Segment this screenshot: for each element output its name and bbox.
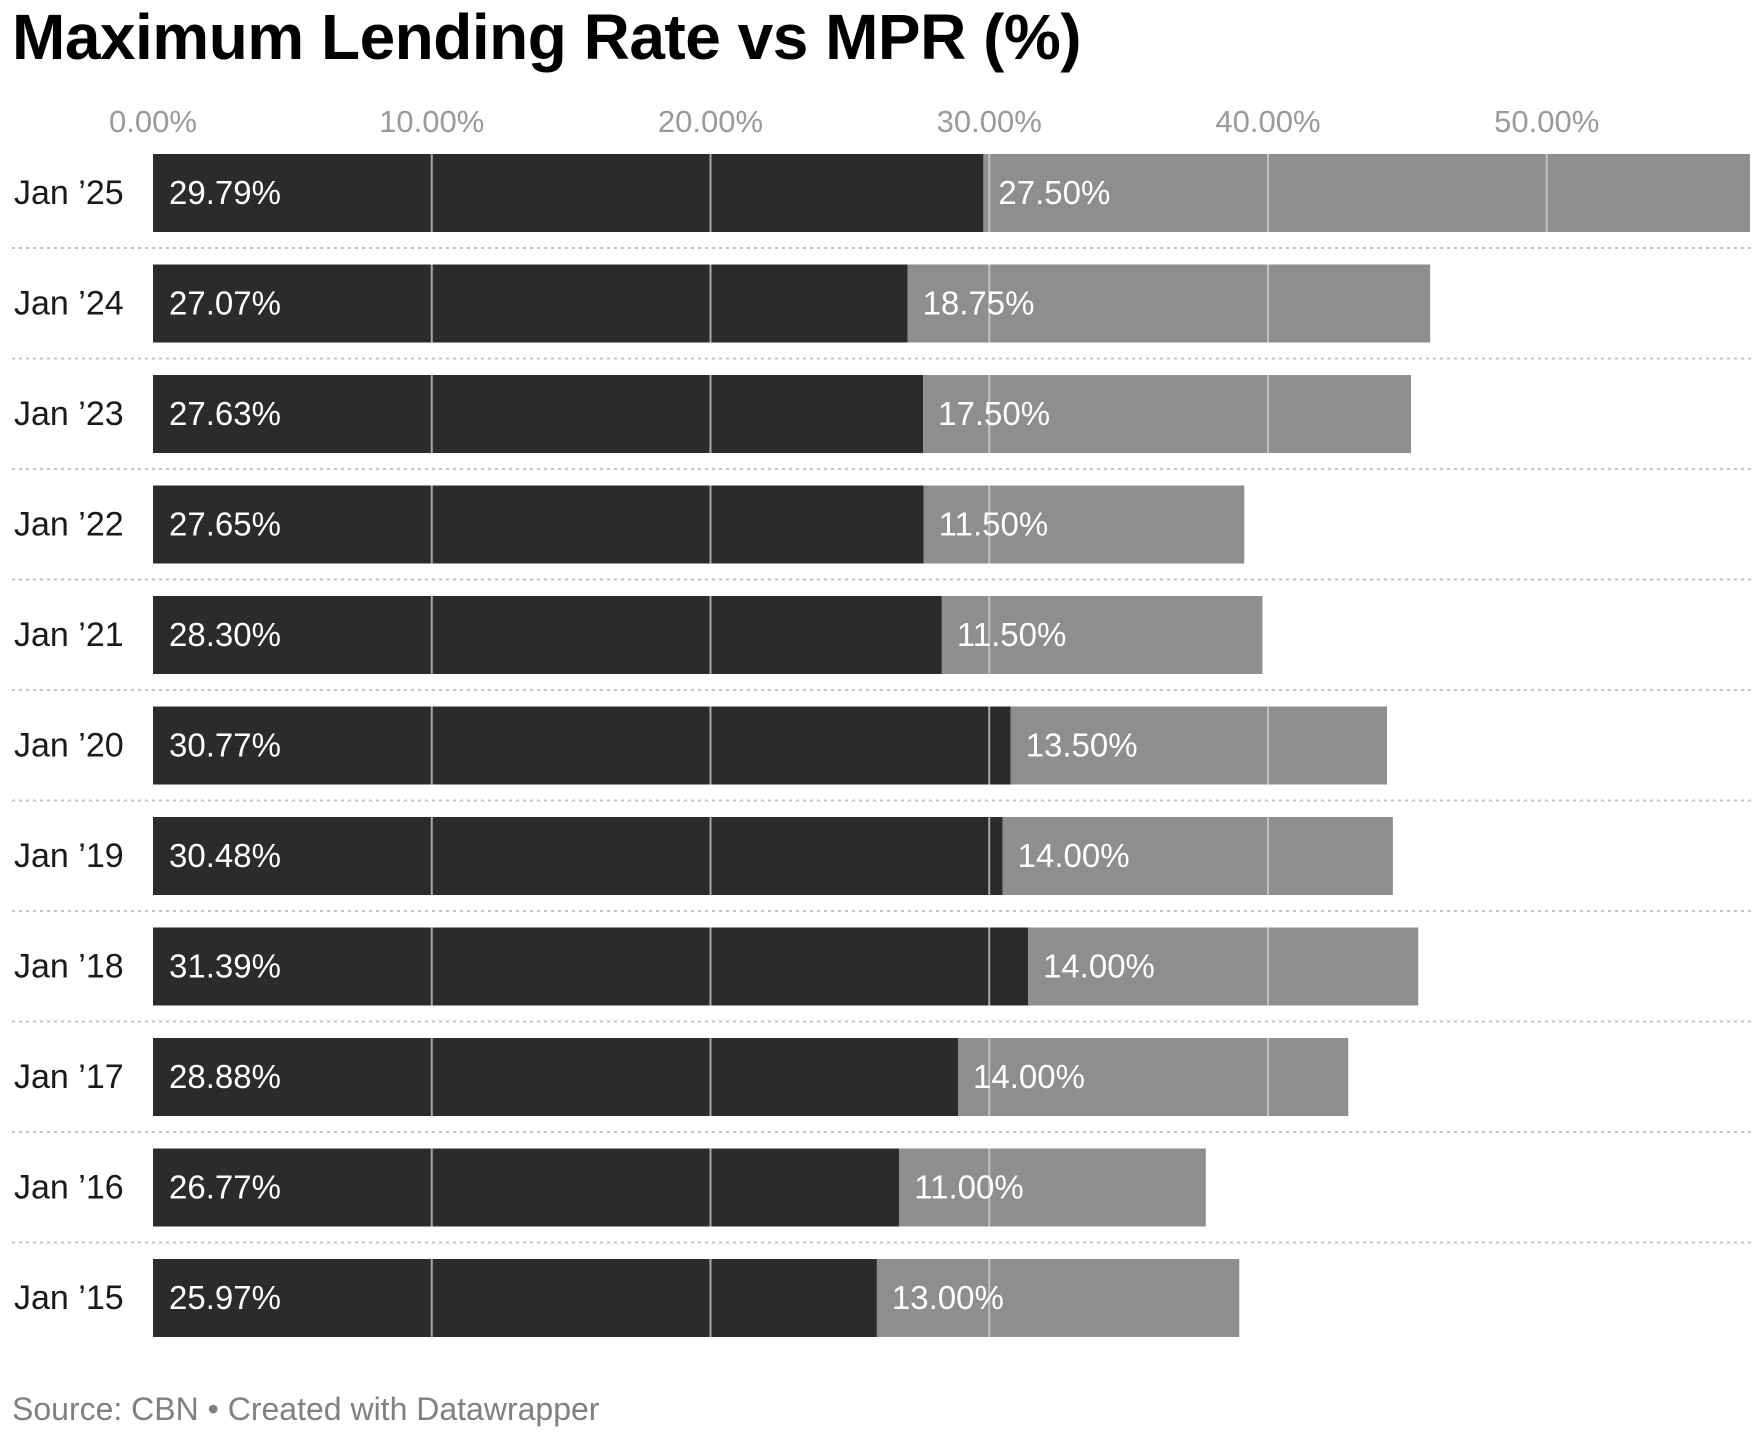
mlr-value-label: 31.39%	[169, 948, 281, 985]
mpr-value-label: 13.00%	[892, 1279, 1004, 1316]
mlr-value-label: 26.77%	[169, 1169, 281, 1206]
category-label: Jan ’20	[14, 727, 124, 765]
mlr-bar	[153, 1038, 959, 1116]
category-label: Jan ’15	[14, 1279, 124, 1317]
mpr-value-label: 14.00%	[973, 1058, 1085, 1095]
mlr-bar	[153, 817, 1003, 895]
mpr-value-label: 11.50%	[957, 616, 1066, 653]
category-label: Jan ’18	[14, 948, 124, 986]
mpr-bar	[1010, 706, 1388, 785]
mlr-value-label: 30.48%	[169, 837, 281, 874]
x-tick-label: 40.00%	[1215, 104, 1320, 139]
x-tick-label: 10.00%	[379, 104, 484, 139]
mlr-bar	[153, 375, 924, 453]
bar-chart: 0.00% 10.00% 20.00% 30.00% 40.00% 50.00% Jan ’…	[12, 104, 1753, 1337]
mlr-bar	[153, 264, 908, 343]
mpr-bar	[923, 485, 1245, 564]
mpr-value-label: 14.00%	[1043, 948, 1155, 985]
category-label: Jan ’23	[14, 395, 124, 433]
mpr-bar	[923, 375, 1411, 453]
category-label: Jan ’17	[14, 1058, 124, 1096]
mpr-bar	[1002, 817, 1393, 895]
mpr-value-label: 11.00%	[914, 1169, 1023, 1206]
mpr-value-label: 14.00%	[1018, 837, 1130, 874]
mlr-bar	[153, 485, 924, 564]
mlr-value-label: 27.07%	[169, 285, 281, 322]
category-label: Jan ’25	[14, 174, 124, 212]
mpr-bar	[907, 264, 1431, 343]
mpr-bar	[1027, 927, 1419, 1006]
mlr-value-label: 29.79%	[169, 174, 281, 211]
category-label: Jan ’21	[14, 616, 124, 654]
x-tick-label: 30.00%	[937, 104, 1042, 139]
source-note: Source: CBN • Created with Datawrapper	[12, 1391, 600, 1427]
mlr-bar	[153, 596, 942, 674]
x-tick-label: 20.00%	[658, 104, 763, 139]
category-label: Jan ’19	[14, 837, 124, 875]
mlr-bar	[153, 1148, 900, 1227]
mpr-value-label: 11.50%	[939, 506, 1048, 543]
mlr-value-label: 30.77%	[169, 727, 281, 764]
mpr-value-label: 17.50%	[938, 395, 1050, 432]
mpr-bar	[876, 1259, 1240, 1337]
mpr-value-label: 27.50%	[998, 174, 1110, 211]
mlr-bar	[153, 1259, 877, 1337]
mlr-value-label: 27.65%	[169, 506, 281, 543]
mlr-value-label: 25.97%	[169, 1279, 281, 1316]
mlr-bar	[153, 927, 1028, 1006]
mlr-value-label: 27.63%	[169, 395, 281, 432]
mlr-bar	[153, 706, 1011, 785]
category-label: Jan ’16	[14, 1169, 124, 1207]
mlr-value-label: 28.30%	[169, 616, 281, 653]
mpr-bar	[941, 596, 1263, 674]
mpr-value-label: 18.75%	[923, 285, 1035, 322]
x-tick-label: 50.00%	[1494, 104, 1599, 139]
mpr-bar	[899, 1148, 1206, 1227]
category-label: Jan ’24	[14, 285, 124, 323]
category-label: Jan ’22	[14, 506, 124, 544]
mpr-bar	[958, 1038, 1349, 1116]
mpr-bar	[983, 154, 1750, 232]
mlr-value-label: 28.88%	[169, 1058, 281, 1095]
chart-title: Maximum Lending Rate vs MPR (%)	[12, 1, 1082, 73]
x-tick-label: 0.00%	[109, 104, 197, 139]
mpr-value-label: 13.50%	[1026, 727, 1138, 764]
mlr-bar	[153, 154, 984, 232]
